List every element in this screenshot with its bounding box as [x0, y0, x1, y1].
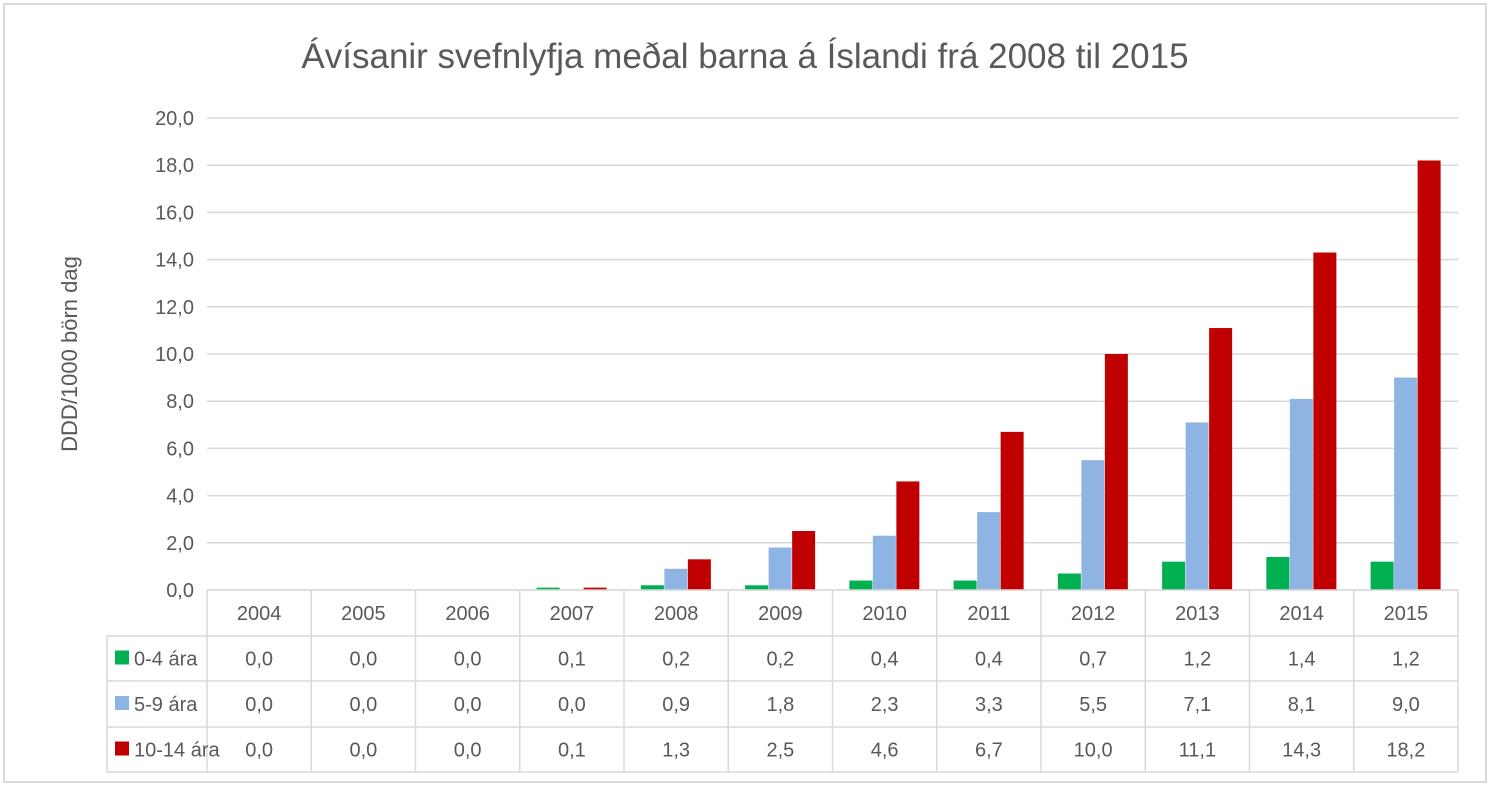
bar-0-4-ára-2007 — [536, 587, 560, 590]
data-label: 0,0 — [558, 694, 586, 716]
y-tick-label: 8,0 — [166, 391, 194, 413]
bar-5-9-ára-2015 — [1394, 377, 1418, 590]
legend-swatch — [115, 696, 129, 710]
data-label: 0,0 — [349, 649, 377, 671]
data-label: 1,2 — [1392, 649, 1420, 671]
y-tick-label: 20,0 — [155, 108, 194, 130]
chart-title: Ávísanir svefnlyfja meðal barna á Ísland… — [301, 37, 1188, 76]
data-label: 2,5 — [766, 740, 794, 762]
x-tick-label: 2006 — [445, 603, 490, 625]
bar-10-14-ára-2008 — [687, 559, 711, 590]
x-tick-label: 2004 — [237, 603, 282, 625]
bar-0-4-ára-2011 — [953, 580, 977, 590]
y-axis-label: DDD/1000 börn dag — [57, 256, 82, 452]
bar-0-4-ára-2010 — [849, 580, 873, 590]
data-label: 0,0 — [454, 649, 482, 671]
data-label: 0,4 — [975, 649, 1003, 671]
bar-0-4-ára-2008 — [640, 585, 664, 590]
data-label: 1,3 — [662, 740, 690, 762]
bar-10-14-ára-2015 — [1417, 160, 1441, 591]
data-label: 0,0 — [245, 740, 273, 762]
x-tick-label: 2011 — [967, 603, 1010, 625]
data-label: 0,1 — [558, 649, 586, 671]
data-label: 0,7 — [1079, 649, 1107, 671]
bar-10-14-ára-2010 — [896, 481, 920, 590]
legend-label: 10-14 ára — [134, 740, 220, 762]
data-label: 4,6 — [871, 740, 899, 762]
data-label: 0,0 — [349, 694, 377, 716]
y-tick-label: 18,0 — [155, 155, 194, 177]
data-label: 0,0 — [245, 649, 273, 671]
y-tick-label: 6,0 — [166, 438, 194, 460]
data-label: 3,3 — [975, 694, 1003, 716]
bar-5-9-ára-2009 — [768, 547, 792, 590]
bar-0-4-ára-2012 — [1057, 573, 1081, 590]
bar-5-9-ára-2008 — [664, 568, 688, 590]
data-label: 0,1 — [558, 740, 586, 762]
bar-0-4-ára-2009 — [745, 585, 769, 590]
y-tick-label: 14,0 — [155, 250, 194, 272]
data-label: 6,7 — [975, 740, 1003, 762]
data-label: 10,0 — [1074, 740, 1113, 762]
data-label: 8,1 — [1288, 694, 1316, 716]
y-tick-label: 12,0 — [155, 297, 194, 319]
data-label: 0,0 — [349, 740, 377, 762]
data-label: 18,2 — [1386, 740, 1425, 762]
legend-label: 0-4 ára — [134, 649, 198, 671]
data-label: 5,5 — [1079, 694, 1107, 716]
data-label: 14,3 — [1282, 740, 1321, 762]
chart-frame — [3, 3, 1487, 783]
bar-5-9-ára-2012 — [1081, 460, 1105, 590]
bar-10-14-ára-2011 — [1000, 431, 1024, 590]
bar-0-4-ára-2015 — [1370, 561, 1394, 590]
y-tick-label: 0,0 — [166, 580, 194, 602]
y-tick-label: 10,0 — [155, 344, 194, 366]
bar-0-4-ára-2013 — [1162, 561, 1186, 590]
data-label: 11,1 — [1179, 740, 1216, 762]
x-tick-label: 2012 — [1071, 603, 1116, 625]
data-label: 0,2 — [766, 649, 794, 671]
bar-5-9-ára-2011 — [977, 512, 1001, 590]
y-tick-label: 2,0 — [166, 533, 194, 555]
bar-10-14-ára-2007 — [583, 587, 607, 590]
bar-10-14-ára-2012 — [1104, 354, 1128, 590]
y-tick-label: 4,0 — [166, 486, 194, 508]
bar-10-14-ára-2013 — [1209, 328, 1233, 590]
x-tick-label: 2008 — [654, 603, 699, 625]
data-label: 0,4 — [871, 649, 899, 671]
data-label: 2,3 — [871, 694, 899, 716]
legend-swatch — [115, 741, 129, 756]
data-label: 1,4 — [1288, 649, 1316, 671]
data-label: 1,2 — [1183, 649, 1211, 671]
data-label: 7,1 — [1183, 694, 1211, 716]
legend-label: 5-9 ára — [134, 694, 198, 716]
bar-0-4-ára-2014 — [1266, 556, 1290, 590]
x-tick-label: 2010 — [862, 603, 907, 625]
data-label: 9,0 — [1392, 694, 1420, 716]
x-tick-label: 2013 — [1175, 603, 1220, 625]
x-tick-label: 2009 — [758, 603, 803, 625]
x-tick-label: 2014 — [1279, 603, 1324, 625]
data-label: 0,0 — [454, 740, 482, 762]
data-label: 0,0 — [454, 694, 482, 716]
bar-10-14-ára-2009 — [792, 531, 816, 590]
legend-swatch — [115, 650, 129, 665]
data-label: 1,8 — [766, 694, 794, 716]
data-label: 0,9 — [662, 694, 690, 716]
x-tick-label: 2015 — [1384, 603, 1429, 625]
data-label: 0,0 — [245, 694, 273, 716]
bar-5-9-ára-2010 — [872, 535, 896, 590]
data-label: 0,2 — [662, 649, 690, 671]
bar-5-9-ára-2014 — [1289, 398, 1313, 590]
bar-5-9-ára-2013 — [1185, 422, 1209, 590]
x-tick-label: 2005 — [341, 603, 386, 625]
bar-10-14-ára-2014 — [1313, 252, 1337, 590]
x-tick-label: 2007 — [550, 603, 595, 625]
y-tick-label: 16,0 — [155, 202, 194, 224]
